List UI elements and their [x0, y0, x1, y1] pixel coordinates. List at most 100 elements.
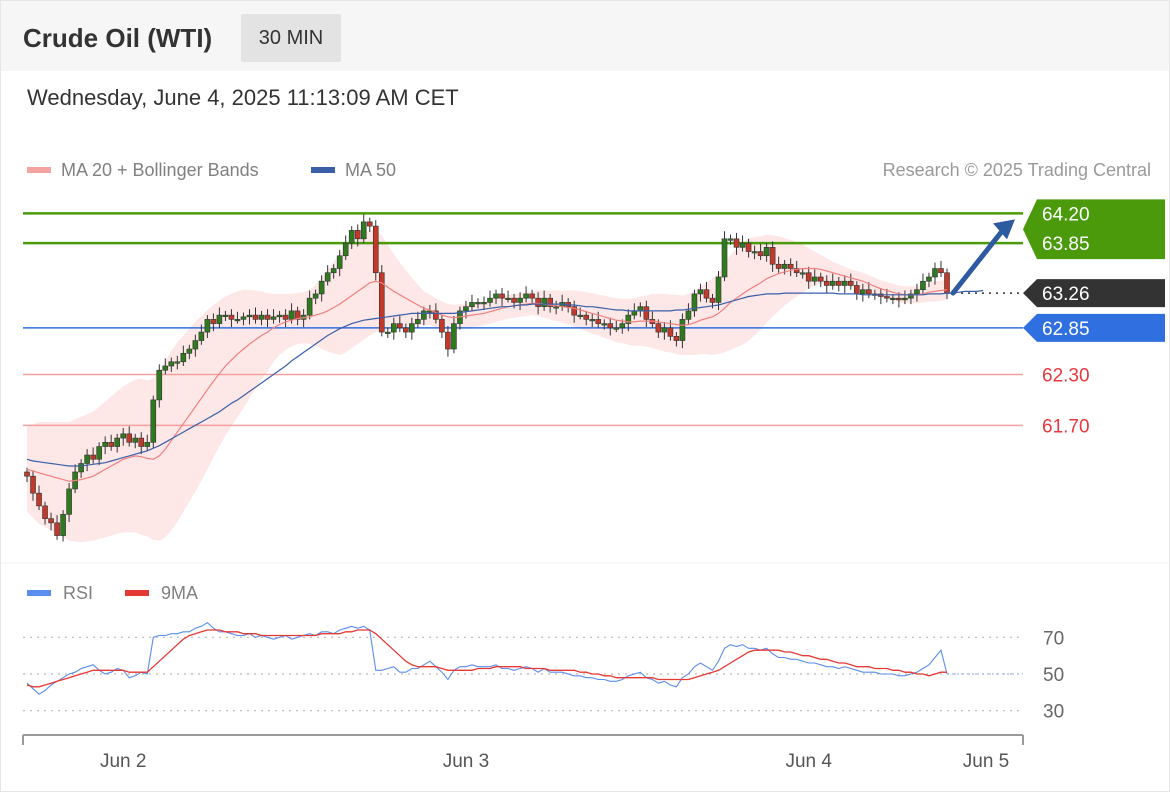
candle-body	[643, 306, 650, 320]
candle-body	[451, 323, 457, 350]
resistance-tag	[1023, 199, 1165, 260]
candle-body	[577, 314, 584, 317]
legend-9ma-label: 9MA	[161, 583, 199, 603]
price-label-62.85: 62.85	[1042, 319, 1090, 340]
candle-body	[733, 238, 740, 248]
candle-body	[673, 336, 680, 341]
candle-body	[799, 272, 806, 275]
ma20-swatch	[27, 166, 51, 173]
rsi-line	[26, 622, 948, 695]
legend-ma20-label: MA 20 + Bollinger Bands	[61, 160, 259, 180]
candle-body	[114, 437, 120, 447]
rsi-tick-70: 70	[1043, 628, 1064, 649]
candle-body	[914, 289, 920, 295]
price-tag-62.85	[1023, 313, 1165, 342]
x-tick-label: Jun 2	[100, 751, 146, 772]
candle-body	[835, 280, 842, 286]
candle-body	[198, 331, 205, 341]
ma20-line	[26, 267, 948, 482]
candle-body	[90, 454, 96, 460]
candle-body	[132, 437, 139, 443]
candle-body	[926, 276, 932, 282]
legend-ma50-label: MA 50	[345, 160, 397, 180]
candle-body	[763, 247, 770, 257]
candle-body	[84, 454, 90, 464]
candle-body	[324, 272, 331, 282]
candle-body	[523, 293, 529, 299]
candle-body	[54, 522, 60, 536]
candle-body	[625, 314, 632, 324]
candle-body	[270, 316, 277, 320]
candle-body	[180, 352, 187, 363]
candle-body	[366, 221, 373, 227]
candle-body	[138, 437, 145, 447]
candle-body	[240, 316, 247, 320]
candle-body	[42, 505, 48, 519]
timestamp: Wednesday, June 4, 2025 11:13:09 AM CET	[27, 85, 459, 110]
candle-body	[384, 331, 391, 334]
x-tick-label: Jun 4	[785, 751, 832, 772]
candle-body	[781, 263, 788, 269]
forecast-arrow-head	[993, 219, 1015, 240]
candle-body	[282, 314, 289, 320]
candle-body	[583, 314, 590, 320]
candle-body	[896, 297, 902, 301]
candle-body	[505, 297, 511, 300]
candle-body	[144, 442, 151, 447]
rsi-swatch	[27, 589, 51, 596]
candle-body	[655, 323, 662, 333]
ma50-swatch	[311, 166, 335, 173]
candle-body	[409, 323, 415, 333]
candle-body	[829, 280, 836, 286]
candle-body	[721, 238, 728, 278]
candle-body	[378, 272, 385, 333]
candle-body	[150, 399, 157, 443]
candle-body	[890, 297, 896, 300]
candle-body	[276, 314, 283, 318]
candle-body	[48, 518, 54, 524]
x-tick-label: Jun 5	[963, 751, 1009, 772]
x-tick-label: Jun 3	[443, 751, 489, 772]
rsi-tick-30: 30	[1043, 702, 1064, 723]
candle-body	[174, 361, 181, 364]
candle-body	[631, 310, 638, 316]
price-label-61.70: 61.70	[1042, 416, 1090, 437]
candle-body	[30, 475, 36, 494]
rsi-9ma-line	[26, 629, 947, 688]
candle-body	[415, 319, 421, 324]
candle-body	[841, 280, 848, 286]
candle-body	[439, 319, 445, 333]
candle-body	[511, 297, 517, 303]
candle-body	[312, 293, 319, 299]
candle-body	[234, 319, 241, 322]
candle-body	[932, 268, 938, 278]
candle-body	[884, 296, 890, 299]
candle-body	[775, 263, 782, 269]
candle-body	[421, 310, 427, 320]
candle-body	[938, 268, 944, 274]
candle-body	[360, 221, 367, 240]
candle-body	[517, 297, 523, 303]
candle-body	[463, 306, 469, 312]
candle-body	[595, 319, 602, 324]
candle-body	[739, 242, 746, 248]
candle-body	[787, 263, 794, 269]
legend-rsi-label: RSI	[63, 583, 94, 603]
price-label-62.30: 62.30	[1042, 365, 1090, 386]
candle-body	[793, 268, 800, 274]
candle-body	[36, 492, 42, 507]
candle-body	[847, 280, 854, 286]
candle-body	[547, 297, 553, 307]
candle-body	[769, 247, 776, 265]
candle-body	[354, 230, 361, 240]
candle-body	[535, 297, 541, 307]
forecast-arrow-shaft	[950, 224, 1008, 296]
candle-body	[252, 314, 259, 320]
candle-body	[920, 280, 926, 290]
bollinger-bands	[27, 230, 947, 543]
candle-body	[372, 225, 379, 274]
candle-body	[78, 463, 84, 473]
candle-body	[330, 268, 337, 274]
timeframe-button[interactable]: 30 MIN	[241, 14, 341, 62]
